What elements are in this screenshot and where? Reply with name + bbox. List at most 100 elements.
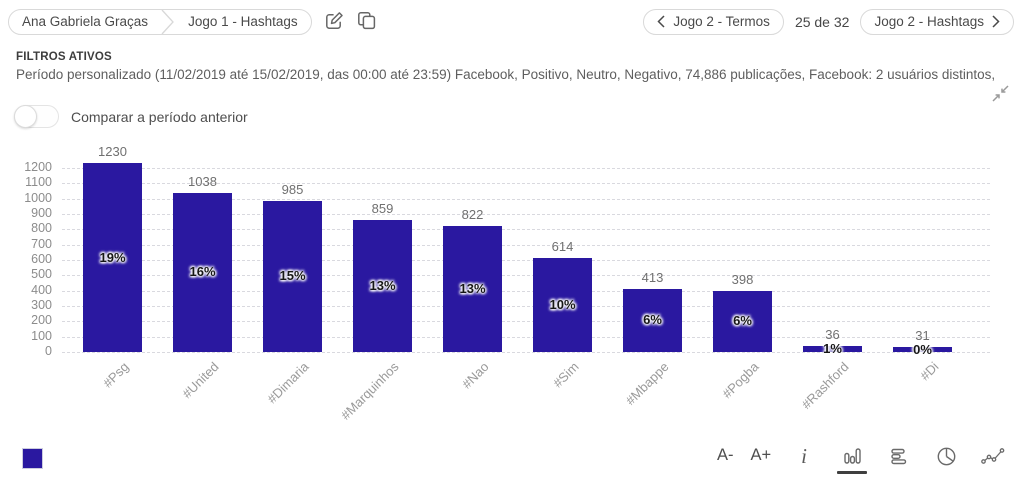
copy-button[interactable] xyxy=(357,11,376,33)
bar-percent-label: 13% xyxy=(369,278,396,294)
y-axis-tick: 1100 xyxy=(25,175,52,190)
hashtags-bar-chart: 0 100 200 300 400 500 600 700 800 900 1000 1100 1200… xyxy=(0,140,1024,440)
bar-percent-label: 16% xyxy=(189,264,216,280)
info-icon: i xyxy=(801,444,807,468)
chart-type-column-button[interactable] xyxy=(837,446,867,474)
chart-type-pie-button[interactable] xyxy=(931,446,961,475)
selected-chart-type-indicator xyxy=(837,471,867,474)
bar-value-label: 859 xyxy=(371,201,394,217)
gridline xyxy=(62,183,990,185)
font-decrease-label: A- xyxy=(717,446,734,464)
y-axis-tick: 400 xyxy=(31,282,52,297)
gridline xyxy=(62,321,990,323)
x-axis-category-label: #Dimaria xyxy=(263,359,312,407)
gridline xyxy=(62,336,990,338)
x-axis-category-label: #Marquinhos xyxy=(337,359,402,423)
filters-title: FILTROS ATIVOS xyxy=(16,51,112,63)
compare-toggle-label: Comparar a período anterior xyxy=(71,108,248,125)
breadcrumb-separator-icon xyxy=(161,9,175,35)
y-axis-tick: 500 xyxy=(31,267,52,282)
bar-percent-label: 13% xyxy=(459,280,486,296)
line-chart-icon xyxy=(981,446,1005,466)
gridline xyxy=(62,198,990,200)
next-widget-label: Jogo 2 - Hashtags xyxy=(874,14,984,29)
chart-toolbar: A- A+ i xyxy=(700,446,1008,475)
breadcrumb-user[interactable]: Ana Gabriela Graças xyxy=(22,14,149,29)
prev-widget-button[interactable]: Jogo 2 - Termos xyxy=(643,8,784,35)
bar[interactable] xyxy=(713,290,772,352)
compare-toggle[interactable] xyxy=(14,105,59,128)
edit-button[interactable] xyxy=(325,11,344,33)
bar-value-label: 413 xyxy=(641,269,664,285)
gridline xyxy=(62,260,990,261)
bar[interactable] xyxy=(173,192,232,352)
bar-value-label: 36 xyxy=(825,327,840,343)
x-axis-category-label: #United xyxy=(178,359,222,402)
bar-percent-label: 15% xyxy=(279,268,306,284)
next-widget-button[interactable]: Jogo 2 - Hashtags xyxy=(860,8,1014,35)
gridline xyxy=(62,229,990,231)
legend-swatch[interactable] xyxy=(22,448,43,469)
gridline xyxy=(62,352,990,353)
bar[interactable] xyxy=(353,220,412,352)
breadcrumb-page[interactable]: Jogo 1 - Hashtags xyxy=(188,14,298,29)
filters-description: Período personalizado (11/02/2019 até 15… xyxy=(16,67,996,82)
chevron-right-icon xyxy=(992,15,1000,28)
bar[interactable] xyxy=(83,163,142,352)
active-filters: FILTROS ATIVOS Período personalizado (11… xyxy=(16,51,996,82)
x-axis-category-label: #Sim xyxy=(549,359,582,391)
x-axis-category-label: #Psg xyxy=(99,359,132,391)
gridline xyxy=(62,214,990,215)
bar[interactable] xyxy=(893,347,952,352)
prev-widget-label: Jogo 2 - Termos xyxy=(673,14,770,29)
bar[interactable] xyxy=(803,346,862,352)
x-axis-category-label: #Mbappe xyxy=(622,359,672,408)
bar-value-label: 1230 xyxy=(98,144,127,160)
y-axis-tick: 0 xyxy=(45,344,52,358)
collapse-widget-button[interactable] xyxy=(990,83,1010,106)
horizontal-bar-chart-icon xyxy=(889,446,909,466)
bar[interactable] xyxy=(623,288,682,352)
bar-value-label: 985 xyxy=(281,181,304,197)
bar[interactable] xyxy=(263,200,322,352)
chevron-left-icon xyxy=(657,15,665,28)
info-button[interactable]: i xyxy=(801,444,807,468)
column-chart-icon xyxy=(842,446,862,466)
gridline xyxy=(62,306,990,307)
y-axis-tick: 1000 xyxy=(24,190,52,205)
gridline xyxy=(62,275,990,277)
bar-value-label: 1038 xyxy=(188,173,217,189)
pie-chart-icon xyxy=(936,446,957,467)
y-axis-tick: 900 xyxy=(31,206,52,220)
font-increase-label: A+ xyxy=(750,446,772,464)
chart-type-line-button[interactable] xyxy=(978,446,1008,474)
pager-position: 25 de 32 xyxy=(794,13,850,30)
edit-icon xyxy=(325,11,344,33)
x-axis-category-label: #Nao xyxy=(458,359,492,392)
bar-value-label: 614 xyxy=(551,238,574,254)
bar-percent-label: 6% xyxy=(733,313,752,329)
bar-value-label: 398 xyxy=(731,271,754,287)
toggle-knob xyxy=(14,105,37,128)
bar-value-label: 822 xyxy=(461,206,484,222)
bar[interactable] xyxy=(443,225,502,352)
gridline xyxy=(62,244,990,246)
bar-percent-label: 0% xyxy=(913,341,932,357)
top-bar: Ana Gabriela Graças Jogo 1 - Hashtags xyxy=(8,8,1014,35)
y-axis-tick: 100 xyxy=(31,328,52,343)
bar-percent-label: 6% xyxy=(643,312,662,328)
bar-percent-label: 1% xyxy=(823,341,842,357)
gridline xyxy=(62,168,990,169)
font-increase-button[interactable]: A+ xyxy=(751,446,772,465)
collapse-icon xyxy=(990,85,1010,106)
widget-pager: Jogo 2 - Termos 25 de 32 Jogo 2 - Hashta… xyxy=(643,8,1014,35)
y-axis-tick: 600 xyxy=(31,252,52,266)
font-decrease-button[interactable]: A- xyxy=(717,446,734,465)
bar-percent-label: 19% xyxy=(99,249,126,265)
breadcrumb: Ana Gabriela Graças Jogo 1 - Hashtags xyxy=(8,8,312,35)
chart-type-horizontal-bar-button[interactable] xyxy=(884,446,914,474)
bar[interactable] xyxy=(533,257,592,352)
y-axis-tick: 1200 xyxy=(24,160,52,174)
bar-percent-label: 10% xyxy=(549,296,576,312)
